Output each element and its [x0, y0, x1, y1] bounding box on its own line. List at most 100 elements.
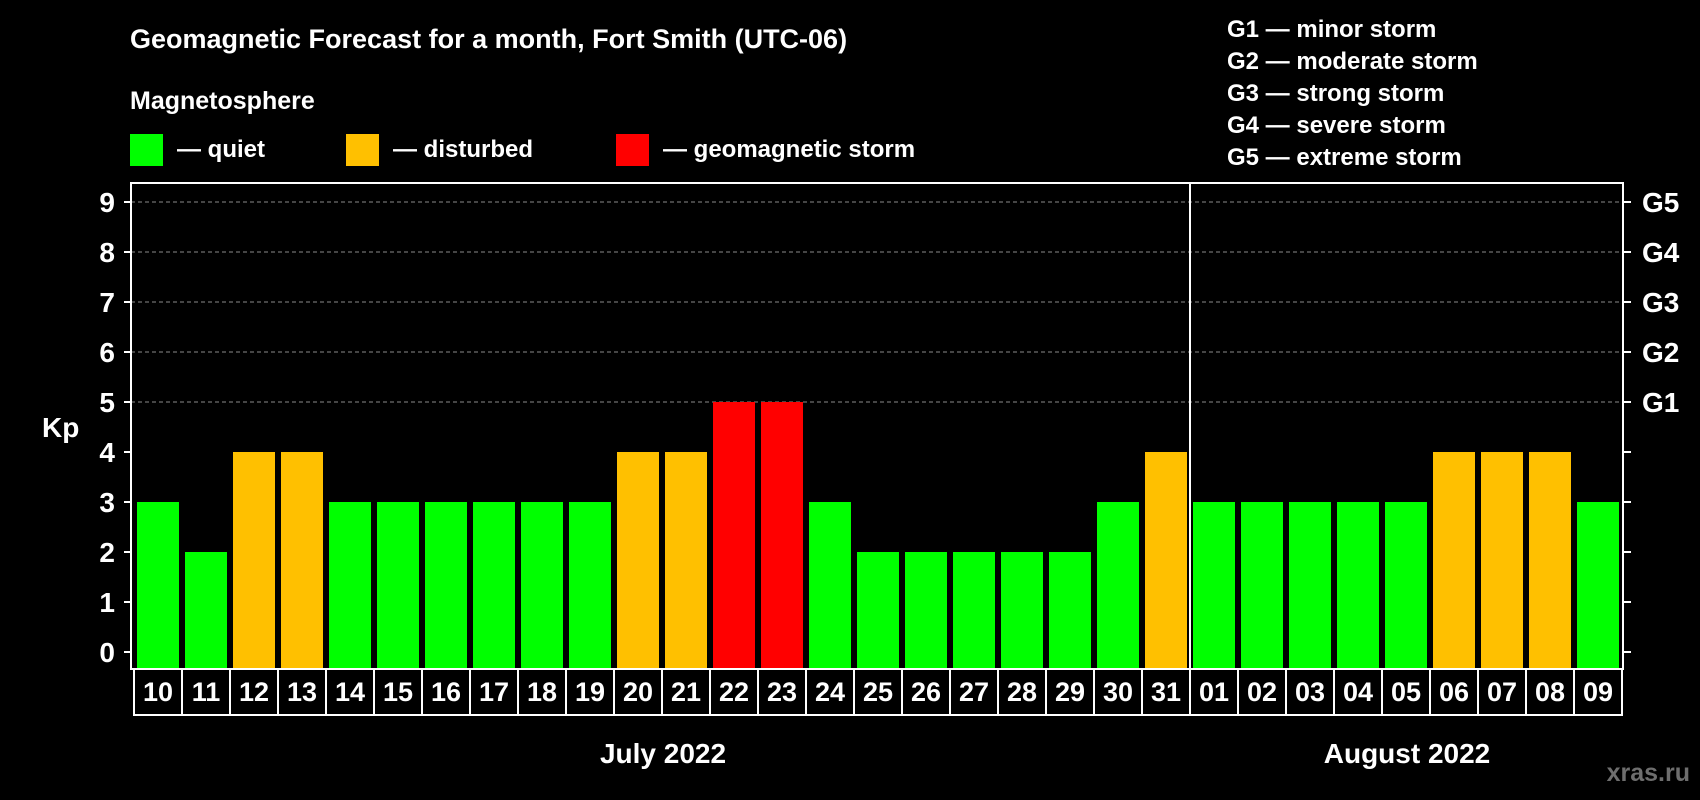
storm-scale-legend: G1 — minor storm G2 — moderate storm G3 — … — [1227, 16, 1478, 171]
day-label: 02 — [1247, 677, 1277, 707]
legend-swatch-storm — [616, 134, 649, 166]
day-label: 11 — [192, 677, 221, 707]
bar-10 — [137, 502, 179, 668]
bar-09 — [1577, 502, 1619, 668]
y-tick-label: 5 — [99, 387, 115, 418]
day-label: 18 — [527, 677, 557, 707]
y-tick-label: 4 — [99, 437, 115, 468]
bar-14 — [329, 502, 371, 668]
bar-12 — [233, 452, 275, 668]
day-label: 08 — [1535, 677, 1565, 707]
day-label: 09 — [1583, 677, 1613, 707]
x-axis-days: 10 11 12 13 14 15 16 17 18 19 20 21 22 23 24 25 26 27 28 29… — [133, 668, 1623, 716]
kp-bars — [137, 402, 1619, 668]
storm-level-label: G2 — [1642, 337, 1679, 368]
day-label: 12 — [239, 677, 269, 707]
bar-22 — [713, 402, 755, 668]
y-tick-label: 0 — [99, 637, 115, 668]
bar-24 — [809, 502, 851, 668]
bar-25 — [857, 552, 899, 668]
bar-19 — [569, 502, 611, 668]
bar-23 — [761, 402, 803, 668]
bar-30 — [1097, 502, 1139, 668]
bar-03 — [1289, 502, 1331, 668]
day-label: 05 — [1391, 677, 1421, 707]
day-label: 25 — [863, 677, 893, 707]
storm-level-label: G4 — [1642, 237, 1680, 268]
bar-21 — [665, 452, 707, 668]
storm-level-label: G1 — [1642, 387, 1679, 418]
bar-29 — [1049, 552, 1091, 668]
grid-lines — [131, 201, 1623, 403]
storm-level-label: G3 — [1642, 287, 1679, 318]
day-label: 19 — [575, 677, 605, 707]
legend-label-storm: — geomagnetic storm — [663, 136, 915, 163]
day-label: 07 — [1487, 677, 1517, 707]
day-label: 27 — [959, 677, 989, 707]
legend-label-quiet: — quiet — [177, 136, 265, 163]
y-tick-label: 7 — [99, 287, 115, 318]
day-label: 26 — [911, 677, 941, 707]
bar-11 — [185, 552, 227, 668]
legend-swatch-disturbed — [346, 134, 379, 166]
day-label: 10 — [143, 677, 173, 707]
bar-27 — [953, 552, 995, 668]
bar-15 — [377, 502, 419, 668]
month-label: August 2022 — [1324, 738, 1491, 769]
bar-18 — [521, 502, 563, 668]
day-label: 23 — [767, 677, 797, 707]
bar-17 — [473, 502, 515, 668]
day-strip — [133, 668, 1623, 716]
y-tick-label: 6 — [99, 337, 115, 368]
storm-scale-item: G3 — strong storm — [1227, 80, 1444, 107]
day-label: 22 — [719, 677, 749, 707]
month-label: July 2022 — [600, 738, 726, 769]
bar-01 — [1193, 502, 1235, 668]
y-tick-label: 1 — [99, 587, 115, 618]
day-label: 24 — [815, 677, 845, 707]
storm-scale-item: G4 — severe storm — [1227, 112, 1446, 139]
watermark: xras.ru — [1607, 759, 1690, 787]
storm-level-label: G5 — [1642, 187, 1679, 218]
day-label: 06 — [1439, 677, 1469, 707]
chart-title: Geomagnetic Forecast for a month, Fort S… — [130, 24, 847, 54]
day-label: 16 — [431, 677, 461, 707]
y-tick-label: 8 — [99, 237, 115, 268]
storm-scale-item: G5 — extreme storm — [1227, 144, 1462, 171]
bar-13 — [281, 452, 323, 668]
storm-scale-item: G1 — minor storm — [1227, 16, 1436, 43]
day-label: 13 — [287, 677, 317, 707]
bar-31 — [1145, 452, 1187, 668]
y-tick-label: 2 — [99, 537, 115, 568]
day-label: 03 — [1295, 677, 1325, 707]
day-label: 30 — [1103, 677, 1133, 707]
y-axis-label: Kp — [42, 412, 79, 443]
legend-label-disturbed: — disturbed — [393, 136, 533, 163]
day-label: 21 — [671, 677, 701, 707]
bar-20 — [617, 452, 659, 668]
day-label: 17 — [479, 677, 509, 707]
bar-07 — [1481, 452, 1523, 668]
storm-level-axis: G1 G2 G3 G4 G5 — [1623, 187, 1680, 653]
month-labels: July 2022 August 2022 — [600, 738, 1490, 769]
bar-06 — [1433, 452, 1475, 668]
bar-26 — [905, 552, 947, 668]
day-label: 29 — [1055, 677, 1085, 707]
legend-swatch-quiet — [130, 134, 163, 166]
day-label: 20 — [623, 677, 653, 707]
day-label: 14 — [335, 677, 365, 707]
bar-16 — [425, 502, 467, 668]
status-legend: — quiet — disturbed — geomagnetic storm — [130, 134, 915, 166]
bar-04 — [1337, 502, 1379, 668]
storm-scale-item: G2 — moderate storm — [1227, 48, 1478, 75]
bar-05 — [1385, 502, 1427, 668]
bar-02 — [1241, 502, 1283, 668]
day-label: 04 — [1343, 677, 1373, 707]
y-tick-label: 3 — [99, 487, 115, 518]
y-tick-label: 9 — [99, 187, 115, 218]
bar-08 — [1529, 452, 1571, 668]
day-label: 01 — [1199, 677, 1229, 707]
day-label: 31 — [1151, 677, 1181, 707]
y-axis: 0 1 2 3 4 5 6 7 8 9 — [99, 187, 131, 668]
